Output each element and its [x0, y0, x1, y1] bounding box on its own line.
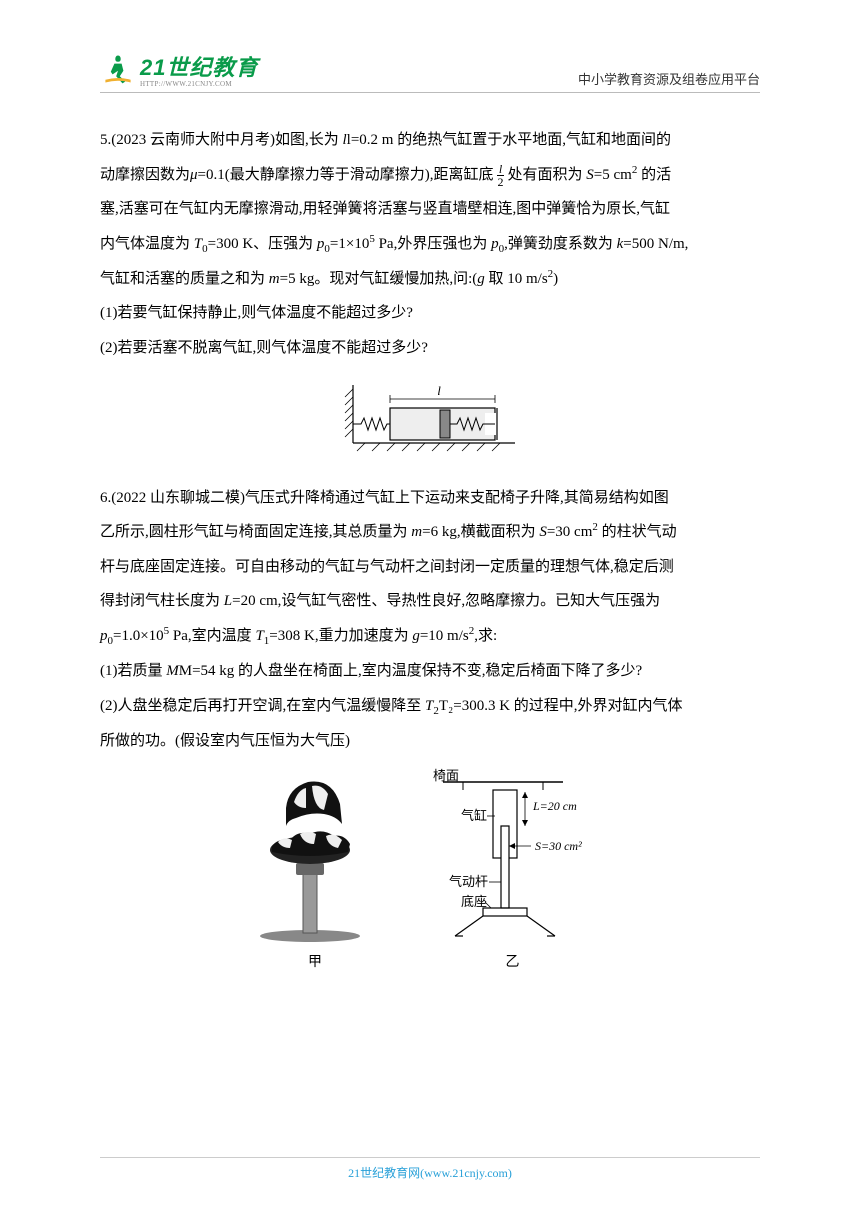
svg-text:l: l — [437, 383, 441, 398]
svg-text:S=30 cm²: S=30 cm² — [535, 839, 582, 853]
q6-line4: 得封闭气柱长度为 L=20 cm,设气缸气密性、导热性良好,忽略摩擦力。已知大气… — [100, 584, 760, 619]
q6-sub2b: 所做的功。(假设室内气压恒为大气压) — [100, 724, 760, 759]
chair-schematic-icon: 椅面 气缸 L=20 cm S=30 cm² 气动杆 底座 — [413, 768, 613, 943]
q5-line2: 动摩擦因数为μ=0.1(最大静摩擦力等于滑动摩擦力),距离缸底l2处有面积为 S… — [100, 158, 760, 193]
svg-text:L=20 cm: L=20 cm — [532, 799, 577, 813]
fig-caption-left: 甲 — [308, 947, 322, 979]
running-person-icon — [100, 51, 136, 87]
q5-line5: 气缸和活塞的质量之和为 m=5 kg。现对气缸缓慢加热,问:(g 取 10 m/… — [100, 262, 760, 297]
q6-line5: p0=1.0×105 Pa,室内温度 T1=308 K,重力加速度为 g=10 … — [100, 619, 760, 654]
footer-text: 21世纪教育网(www.21cnjy.com) — [348, 1166, 512, 1180]
q5-line4: 内气体温度为 T0=300 K、压强为 p0=1×105 Pa,外界压强也为 p… — [100, 227, 760, 262]
q6-diagram: 甲 — [100, 768, 760, 979]
logo-text: 21世纪教育 — [140, 50, 258, 82]
q6-sub2a: (2)人盘坐稳定后再打开空调,在室内气温缓慢降至 T2T₂=300.3 K 的过… — [100, 689, 760, 724]
content-body: 5.(2023 云南师大附中月考)如图,长为 ll=0.2 m 的绝热气缸置于水… — [100, 123, 760, 980]
svg-text:气动杆: 气动杆 — [449, 874, 488, 889]
q5-diagram: l — [100, 373, 760, 467]
q5-sub2: (2)若要活塞不脱离气缸,则气体温度不能超过多少? — [100, 331, 760, 366]
q6-line3: 杆与底座固定连接。可自由移动的气缸与气动杆之间封闭一定质量的理想气体,稳定后测 — [100, 550, 760, 585]
page-footer: 21世纪教育网(www.21cnjy.com) — [0, 1157, 860, 1181]
logo: 21世纪教育 HTTP://WWW.21CNJY.COM — [100, 50, 258, 88]
q6-line2: 乙所示,圆柱形气缸与椅面固定连接,其总质量为 m=6 kg,横截面积为 S=30… — [100, 515, 760, 550]
q6-sub1: (1)若质量 MM=54 kg 的人盘坐在椅面上,室内温度保持不变,稳定后椅面下… — [100, 654, 760, 689]
svg-text:气缸: 气缸 — [461, 808, 487, 823]
q5-line3: 塞,活塞可在气缸内无摩擦滑动,用轻弹簧将活塞与竖直墙壁相连,图中弹簧恰为原长,气… — [100, 192, 760, 227]
q6-line1: 6.(2022 山东聊城二模)气压式升降椅通过气缸上下运动来支配椅子升降,其简易… — [100, 481, 760, 516]
q5-line1: 5.(2023 云南师大附中月考)如图,长为 ll=0.2 m 的绝热气缸置于水… — [100, 123, 760, 158]
fig-caption-right: 乙 — [506, 947, 520, 979]
chair-photo-icon — [248, 768, 383, 943]
q5-sub1: (1)若要气缸保持静止,则气体温度不能超过多少? — [100, 296, 760, 331]
svg-text:椅面: 椅面 — [433, 768, 459, 783]
page-header: 21世纪教育 HTTP://WWW.21CNJY.COM 中小学教育资源及组卷应… — [100, 50, 760, 93]
svg-text:底座: 底座 — [461, 894, 487, 909]
header-subtitle: 中小学教育资源及组卷应用平台 — [578, 69, 760, 88]
